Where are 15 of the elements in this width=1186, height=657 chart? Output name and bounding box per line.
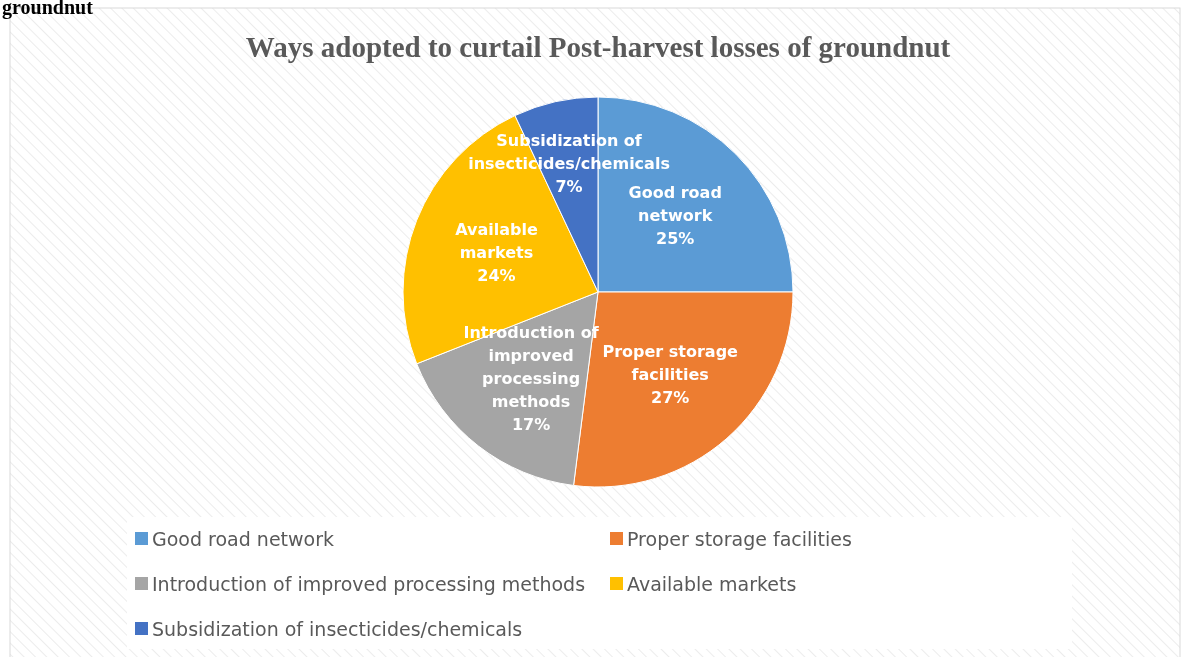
- legend-label: Introduction of improved processing methods: [152, 573, 586, 595]
- slice-label: Available markets: [455, 219, 538, 262]
- text: groundnut: [2, 0, 94, 19]
- chart-title: Ways adopted to curtail Post-harvest losses of groundnut: [245, 31, 951, 63]
- data-label: 27%: [651, 387, 690, 407]
- slice-label: Proper storage facilities: [602, 341, 739, 384]
- legend-label: Good road network: [152, 528, 334, 550]
- data-label: 7%: [555, 176, 583, 196]
- legend-label: Subsidization of insecticides/chemicals: [152, 618, 523, 640]
- legend-label: Proper storage facilities: [627, 528, 852, 550]
- slice-label: Good road network: [628, 182, 722, 225]
- legend-label: Available markets: [627, 573, 797, 595]
- data-label: 17%: [511, 415, 551, 435]
- data-label: 24%: [477, 265, 516, 285]
- data-label: 25%: [656, 228, 695, 248]
